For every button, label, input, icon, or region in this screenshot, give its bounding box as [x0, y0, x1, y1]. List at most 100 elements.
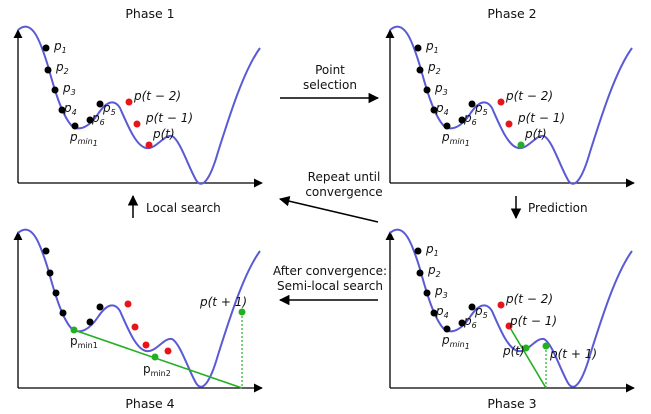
point-p5: [96, 100, 104, 108]
point-pt-plus: [238, 308, 246, 316]
point-p3: [51, 86, 59, 94]
point-p3: [423, 86, 431, 94]
label-pmin: pmin1: [441, 333, 470, 351]
phase-4-panel: Phase 4 pmin1 pmin2 p(t + 1): [13, 228, 263, 411]
point-p1: [414, 247, 422, 255]
point-pt1: [133, 120, 141, 128]
phase-2-title: Phase 2: [487, 6, 536, 21]
arrow-repeat-line: [278, 196, 379, 223]
point-pt1: [505, 120, 513, 128]
label-pt: p(t): [502, 344, 525, 358]
point-pt2: [125, 98, 133, 106]
label-pmin: pmin1: [441, 130, 470, 148]
phase-3-panel: Phase 3 p1 p2 p3 p4 p6 p5 pmin1 p(t − 2)…: [385, 228, 635, 411]
point-p5: [468, 303, 476, 311]
label-p3: p3: [62, 81, 76, 97]
point-pmin1: [70, 326, 78, 334]
label-p3: p3: [434, 284, 448, 300]
point-red-4: [164, 347, 172, 355]
arrow-semi-local-label-1: After convergence:: [273, 264, 387, 278]
point-p6: [458, 116, 466, 124]
point-pt: [517, 141, 525, 149]
point-black-1: [42, 247, 50, 255]
arrow-point-selection: Point selection: [280, 63, 380, 104]
label-p2: p2: [427, 263, 441, 279]
arrow-prediction: Prediction: [510, 196, 588, 220]
point-p2: [44, 66, 52, 74]
point-pmin: [71, 122, 79, 130]
arrow-local-search: Local search: [127, 194, 221, 218]
label-pt1: p(t − 1): [145, 111, 193, 125]
label-p4: p4: [63, 101, 77, 117]
label-p6: p6: [91, 111, 105, 127]
point-p3: [423, 289, 431, 297]
arrow-repeat-label-2: convergence: [305, 185, 382, 199]
point-red-2: [131, 323, 139, 331]
label-p2: p2: [55, 60, 69, 76]
label-pt2: p(t − 2): [505, 292, 553, 306]
label-p1: p1: [425, 242, 439, 258]
arrow-prediction-label: Prediction: [528, 201, 588, 215]
phase-1-panel: Phase 1 p1 p2 p3 p4 p6 p5 pmin1 p(t − 2)…: [13, 6, 263, 188]
point-p2: [416, 66, 424, 74]
point-pt: [522, 344, 530, 352]
arrow-semi-local: After convergence: Semi-local search: [273, 264, 387, 306]
point-red-3: [142, 341, 150, 349]
arrow-repeat: Repeat until convergence: [278, 170, 383, 223]
point-p4: [430, 106, 438, 114]
arrow-repeat-label-1: Repeat until: [308, 170, 381, 184]
point-black-5: [86, 318, 94, 326]
point-pmin2: [151, 353, 159, 361]
label-pt1: p(t − 1): [517, 111, 565, 125]
phase-2-points: [414, 44, 525, 149]
label-pt: p(t): [152, 127, 175, 141]
label-pt2: p(t − 2): [505, 89, 553, 103]
point-pmin: [443, 325, 451, 333]
label-p6: p6: [463, 111, 477, 127]
point-p5: [468, 100, 476, 108]
point-red-1: [124, 300, 132, 308]
point-p1: [42, 44, 50, 52]
label-p4: p4: [435, 101, 449, 117]
label-pmin: pmin1: [69, 130, 98, 148]
point-p4: [58, 106, 66, 114]
point-p1: [414, 44, 422, 52]
point-pt-plus: [542, 342, 550, 350]
label-p5: p5: [102, 101, 116, 117]
label-pt-plus: p(t + 1): [199, 295, 247, 309]
label-p6: p6: [463, 314, 477, 330]
point-p6: [458, 319, 466, 327]
phase-3-green-line: [508, 325, 547, 389]
label-p1: p1: [425, 39, 439, 55]
point-pt2: [497, 301, 505, 309]
phase-2-panel: Phase 2 p1 p2 p3 p4 p6 p5 pmin1 p(t − 2)…: [385, 6, 635, 188]
arrow-point-selection-label-1: Point: [315, 63, 345, 77]
label-pt: p(t): [524, 127, 547, 141]
label-p4: p4: [435, 304, 449, 320]
label-pmin1: pmin1: [70, 334, 98, 350]
phase-4-green-line: [73, 329, 243, 389]
phase-1-points: [42, 44, 153, 149]
point-black-6: [96, 303, 104, 311]
point-pt2: [497, 98, 505, 106]
phase-3-title: Phase 3: [487, 396, 536, 411]
phase-4-points: [42, 247, 246, 361]
phase-1-title: Phase 1: [125, 6, 174, 21]
arrow-semi-local-label-2: Semi-local search: [277, 279, 383, 293]
label-p2: p2: [427, 60, 441, 76]
phase-4-title: Phase 4: [125, 396, 174, 411]
point-pmin: [443, 122, 451, 130]
point-pt1: [505, 322, 513, 330]
phase-3-points: [414, 247, 550, 352]
point-black-4: [59, 309, 67, 317]
label-p5: p5: [474, 101, 488, 117]
label-pt2: p(t − 2): [133, 89, 181, 103]
point-p2: [416, 269, 424, 277]
label-pt1: p(t − 1): [509, 314, 557, 328]
point-p6: [86, 116, 94, 124]
arrow-local-search-label: Local search: [146, 201, 221, 215]
point-black-2: [46, 269, 54, 277]
point-pt: [145, 141, 153, 149]
label-p1: p1: [53, 39, 67, 55]
